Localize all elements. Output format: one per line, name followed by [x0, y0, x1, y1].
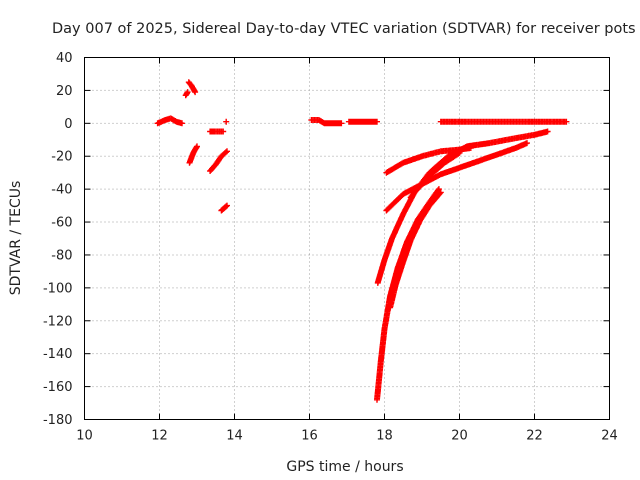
- data-marker: [154, 115, 185, 127]
- data-marker: [207, 148, 230, 174]
- x-tick-label: 12: [151, 429, 168, 444]
- x-tick-label: 10: [76, 429, 93, 444]
- x-axis-label: GPS time / hours: [286, 459, 403, 475]
- y-tick-label: -80: [51, 248, 72, 263]
- data-segment: [387, 189, 444, 311]
- y-tick-label: -180: [43, 413, 73, 428]
- x-tick-label: 16: [301, 429, 318, 444]
- y-tick-label: -40: [51, 183, 72, 198]
- data-marker: [207, 128, 227, 135]
- y-tick-label: -120: [43, 314, 73, 329]
- data-marker: [186, 143, 200, 166]
- x-tick-label: 20: [451, 429, 468, 444]
- data-marker: [383, 140, 530, 214]
- data-marker: [345, 118, 380, 125]
- data-segment: [308, 117, 345, 127]
- data-marker: [387, 189, 444, 311]
- y-tick-label: 40: [56, 51, 73, 66]
- data-marker: [437, 118, 570, 125]
- data-segment: [345, 118, 380, 125]
- x-tick-label: 14: [226, 429, 243, 444]
- data-segment: [383, 140, 530, 214]
- data-segment: [223, 118, 230, 125]
- data-segment: [182, 89, 191, 99]
- x-tick-label: 22: [526, 429, 543, 444]
- data-marker: [182, 89, 191, 99]
- y-tick-label: 20: [56, 84, 73, 99]
- data-marker: [308, 117, 345, 127]
- x-tick-label: 24: [601, 429, 618, 444]
- data-segment: [207, 148, 230, 174]
- data-marker: [223, 118, 230, 125]
- data-markers: [154, 79, 570, 403]
- plot-frame: [84, 57, 610, 420]
- data-segment: [186, 143, 200, 166]
- y-tick-label: -160: [43, 380, 73, 395]
- y-tick-label: 0: [64, 117, 72, 132]
- data-marker: [185, 79, 199, 96]
- y-tick-label: -20: [51, 150, 72, 165]
- x-tick-label: 18: [376, 429, 393, 444]
- data-segment: [218, 202, 230, 214]
- data-segment: [185, 79, 199, 96]
- data-marker: [374, 149, 463, 286]
- grid-lines: [84, 57, 610, 420]
- chart-title: Day 007 of 2025, Sidereal Day-to-day VTE…: [52, 21, 636, 37]
- y-tick-label: -100: [43, 281, 73, 296]
- y-tick-label: -140: [43, 347, 73, 362]
- y-tick-label: -60: [51, 216, 72, 231]
- y-axis-label: SDTVAR / TECUs: [8, 181, 24, 296]
- data-segment: [207, 128, 227, 135]
- data-segment: [374, 149, 463, 286]
- data-segment: [154, 115, 185, 127]
- data-marker: [218, 202, 230, 214]
- axis-ticks: 10 12 14 16 18 20 22 24 40 20 0 -20 -40 -60 -80 -100 -12…: [43, 51, 618, 444]
- data-segment: [437, 118, 570, 125]
